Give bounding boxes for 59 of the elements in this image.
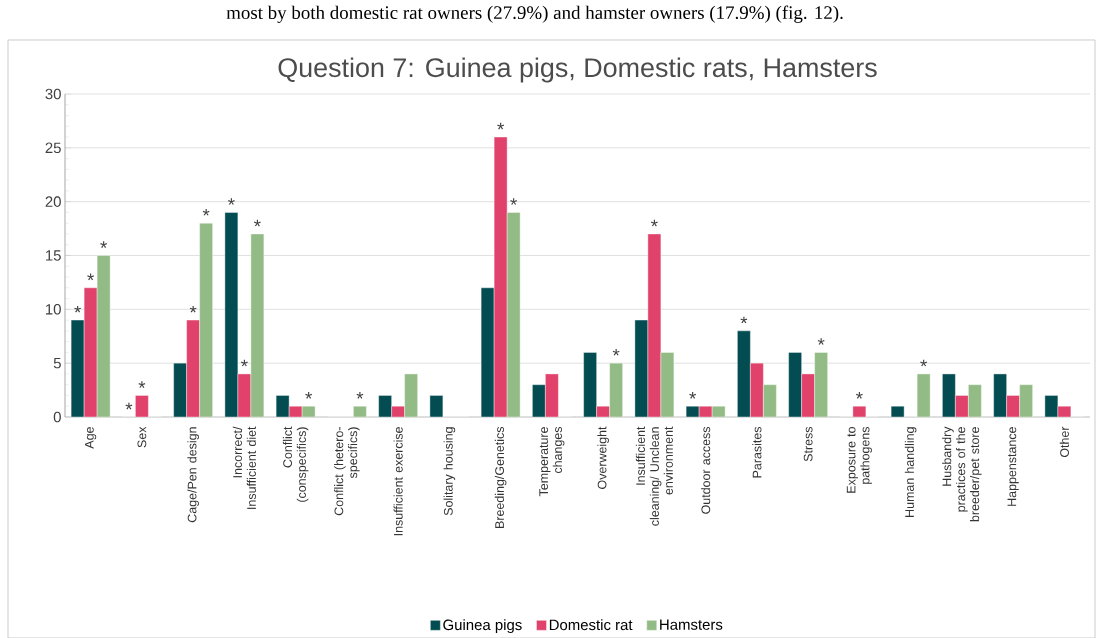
- chart-title: Question 7: Guinea pigs, Domestic rats, Hamsters: [278, 57, 877, 83]
- x-tick-label: Conflict (conspecifics): [282, 426, 309, 502]
- bar: [788, 352, 802, 417]
- data-label: *: [100, 241, 108, 248]
- legend-label: Guinea pigs: [443, 619, 522, 634]
- x-tick-label: Cage/Pen design: [187, 427, 199, 523]
- x-tick-label: Age: [85, 427, 97, 449]
- x-tick-label: Overweight: [597, 426, 609, 489]
- x-tick-label: Exposure to pathogens: [846, 426, 872, 493]
- data-label: *: [740, 316, 748, 324]
- y-tick-label: 20: [45, 196, 61, 207]
- x-tick-label: Breeding/Genetics: [494, 426, 507, 528]
- x-tick-label: Husbandry practices of the breeder/pet store: [942, 426, 982, 522]
- data-label: *: [356, 392, 364, 399]
- data-label: *: [125, 402, 133, 410]
- x-tick-label: Stress: [803, 426, 813, 462]
- bar: [199, 222, 213, 417]
- y-tick-label: 0: [53, 411, 61, 423]
- y-tick-label: 5: [53, 357, 61, 369]
- data-label: *: [202, 208, 210, 216]
- y-tick-label: 10: [46, 304, 61, 315]
- data-label: *: [920, 359, 928, 367]
- data-label: *: [138, 381, 146, 388]
- legend-label: Domestic rat: [549, 619, 633, 631]
- data-label: *: [241, 359, 248, 367]
- data-label: *: [74, 305, 82, 313]
- x-tick-label: Sex: [137, 426, 147, 448]
- x-tick-label: Temperature changes: [539, 426, 565, 497]
- bar: [186, 319, 200, 417]
- y-tick-label: 25: [45, 142, 61, 154]
- data-label: *: [817, 338, 825, 345]
- bar: [583, 352, 597, 417]
- data-label: *: [87, 273, 95, 281]
- legend-label: Hamsters: [660, 619, 723, 630]
- text: most by both domestic rat owners (27.9%) and hamster owners (17.9%) (fig. 12).: [226, 5, 843, 23]
- x-tick-label: Insufficient cleaning/ Unclean environment: [635, 426, 673, 526]
- x-tick-label: Conflict (hetero- specifics): [334, 427, 360, 516]
- x-tick-label: Incorrect/ Insufficient diet: [232, 426, 256, 509]
- x-tick-label: Other: [1059, 426, 1069, 458]
- data-label: *: [856, 392, 863, 399]
- data-label: *: [497, 122, 505, 130]
- x-tick-label: Insufficient exercise: [393, 427, 403, 536]
- bar: [737, 330, 751, 417]
- data-label: *: [612, 348, 620, 356]
- x-tick-label: Solitary housing: [443, 427, 456, 516]
- data-label: *: [510, 198, 518, 205]
- x-tick-label: Parasites: [752, 426, 762, 478]
- data-label: *: [189, 305, 197, 313]
- y-tick-label: 15: [46, 250, 61, 261]
- data-label: *: [254, 219, 261, 227]
- x-tick-label: Outdoor access: [701, 426, 711, 514]
- data-label: *: [228, 198, 235, 205]
- data-label: *: [689, 392, 697, 399]
- y-tick-label: 30: [45, 88, 61, 100]
- data-label: *: [305, 392, 313, 399]
- bar: [814, 352, 828, 417]
- x-tick-label: Happenstance: [1007, 427, 1019, 506]
- x-tick-label: Human handling: [904, 427, 917, 517]
- data-label: *: [651, 219, 658, 227]
